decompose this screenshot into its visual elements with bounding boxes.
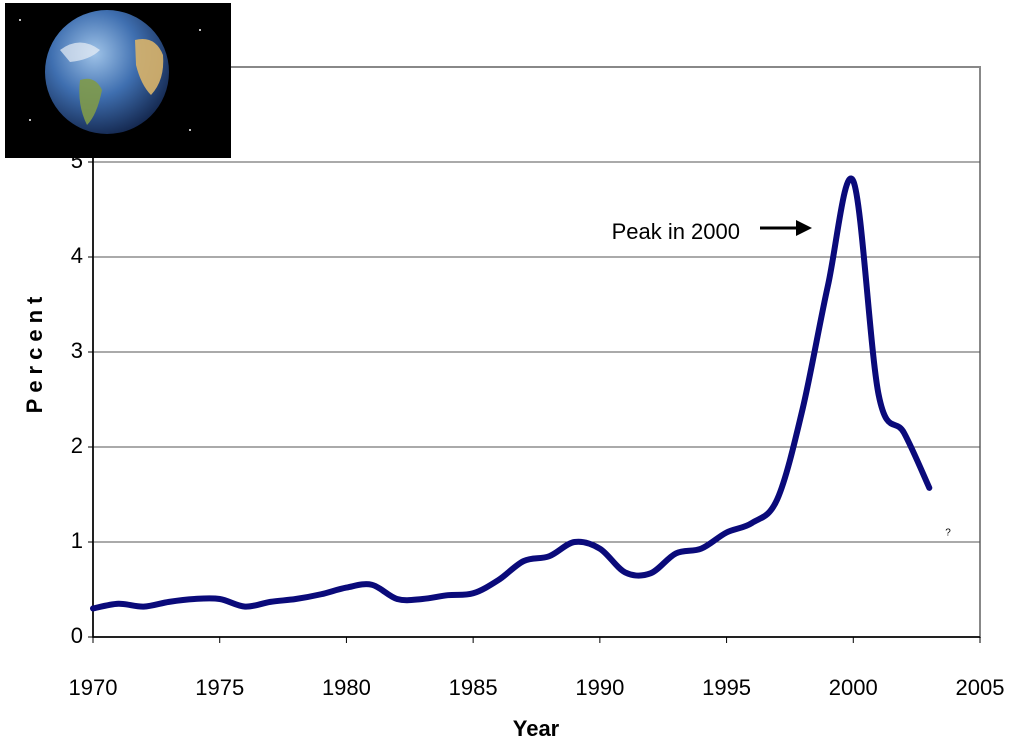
y-axis-label: Percent bbox=[22, 291, 47, 414]
x-tick-label: 1970 bbox=[69, 675, 118, 700]
y-tick-label: 3 bbox=[71, 338, 83, 363]
y-tick-label: 2 bbox=[71, 433, 83, 458]
y-tick-label: 0 bbox=[71, 623, 83, 648]
x-tick-label: 2000 bbox=[829, 675, 878, 700]
data-line bbox=[90, 175, 933, 612]
x-tick-label: 1985 bbox=[449, 675, 498, 700]
x-tick-label: 1995 bbox=[702, 675, 751, 700]
x-tick-label: 1990 bbox=[575, 675, 624, 700]
y-tick-label: 4 bbox=[71, 243, 83, 268]
annotation: Peak in 2000 bbox=[612, 219, 740, 244]
x-tick-label: 2005 bbox=[956, 675, 1005, 700]
annotation: ? bbox=[945, 528, 951, 539]
annotation-arrowhead bbox=[796, 220, 812, 236]
x-tick-label: 1980 bbox=[322, 675, 371, 700]
earth-image bbox=[5, 3, 231, 158]
y-tick-label: 1 bbox=[71, 528, 83, 553]
x-tick-label: 1975 bbox=[195, 675, 244, 700]
x-axis-label: Year bbox=[513, 716, 560, 741]
